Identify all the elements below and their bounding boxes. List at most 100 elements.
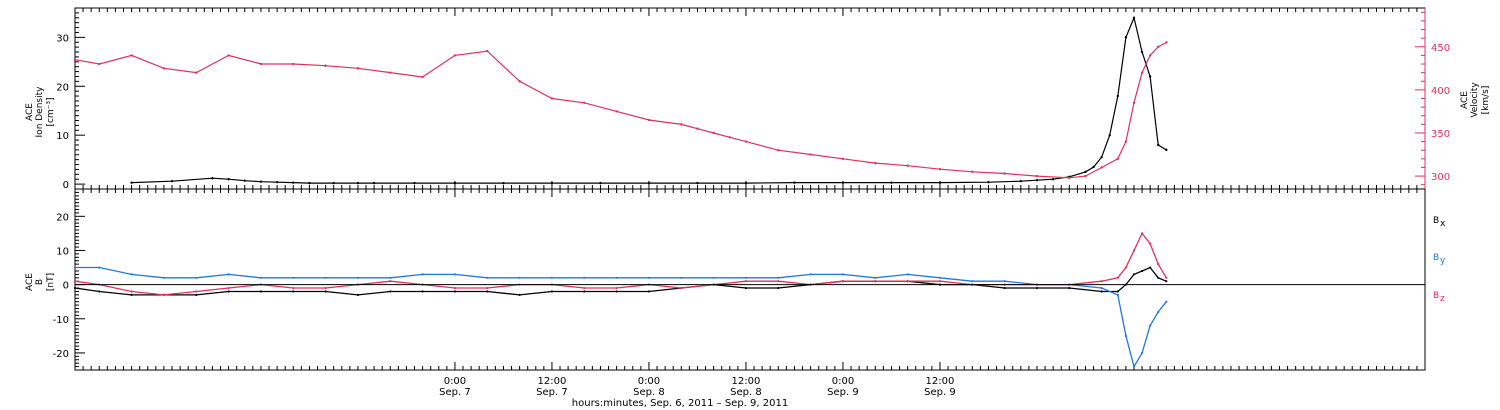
x-tick-date-label: Sep. 7 <box>536 387 568 398</box>
legend-bx-label: B <box>1433 216 1439 226</box>
bz-point <box>906 280 909 283</box>
velocity-point <box>1003 172 1006 175</box>
by-point <box>1116 293 1119 296</box>
top-right-tick-label: 300 <box>1431 172 1450 183</box>
bx-point <box>98 290 101 293</box>
velocity-point <box>130 54 133 57</box>
bx-point <box>130 293 133 296</box>
x-tick-time-label: 12:00 <box>538 376 567 387</box>
velocity-point <box>938 167 942 171</box>
bx-point <box>744 286 748 290</box>
bx-point <box>421 290 424 293</box>
x-axis-title: hours:minutes, Sep. 6, 2011 – Sep. 9, 20… <box>572 398 788 409</box>
bottom-axis-label-2: B <box>35 279 45 285</box>
velocity-point <box>389 71 392 74</box>
ion-density-point <box>1084 170 1087 174</box>
by-point <box>550 276 554 279</box>
bx-point <box>1100 290 1103 293</box>
ion-density-point <box>453 181 457 185</box>
ion-density-point <box>227 178 230 181</box>
bz-point <box>292 286 295 290</box>
by-series-line <box>75 266 1167 369</box>
bx-point <box>227 290 230 293</box>
bz-point <box>227 286 230 290</box>
bx-point <box>1116 290 1119 293</box>
top-right-axis-label-1: ACE <box>1460 91 1470 109</box>
velocity-point <box>1084 174 1087 178</box>
ion-density-point <box>841 181 845 184</box>
bz-point <box>195 290 198 293</box>
bz-point <box>777 280 780 283</box>
bz-point <box>874 280 877 283</box>
velocity-point <box>1116 157 1120 161</box>
by-point <box>1165 300 1168 303</box>
top-left-tick-label: 30 <box>56 33 69 44</box>
bottom-tick-label: 20 <box>56 212 69 223</box>
velocity-point <box>1124 140 1128 143</box>
bottom-axis-label-3: [nT] <box>46 273 56 291</box>
top-right-axis-label-3: [km/s] <box>1481 86 1491 115</box>
velocity-point <box>453 54 457 57</box>
velocity-point <box>259 62 263 66</box>
velocity-point <box>324 64 327 67</box>
velocity-point <box>1132 101 1136 105</box>
x-tick-date-label: Sep. 8 <box>633 387 665 398</box>
ion-density-point <box>259 180 263 183</box>
legend-by: B y <box>1433 253 1446 266</box>
ion-density-point <box>647 181 651 185</box>
bz-point <box>1140 232 1144 235</box>
ion-density-point <box>1019 179 1023 183</box>
bz-point <box>615 286 618 290</box>
top-right-tick-label: 350 <box>1431 129 1450 140</box>
by-point <box>486 276 489 279</box>
x-tick-date-label: Sep. 8 <box>730 387 762 398</box>
ion-density-point <box>372 181 376 185</box>
bottom-tick-label: 10 <box>56 246 69 257</box>
bx-point <box>1140 269 1144 273</box>
top-right-axis-label-2: Velocity <box>1470 82 1480 118</box>
bx-point <box>583 290 586 293</box>
ion-density-point <box>413 181 416 185</box>
bx-point <box>615 290 618 293</box>
ion-density-point <box>332 181 335 185</box>
ion-density-point <box>938 181 942 184</box>
velocity-point <box>486 49 489 53</box>
bx-point <box>1003 286 1006 290</box>
by-point <box>421 273 424 276</box>
by-point <box>356 276 360 279</box>
bz-point <box>130 290 133 293</box>
by-point <box>1140 351 1144 355</box>
bz-point <box>1157 263 1160 266</box>
bx-point <box>73 286 77 290</box>
velocity-point <box>744 140 748 143</box>
velocity-point <box>647 118 651 122</box>
top-left-axis-label-2: Ion Density <box>35 86 45 138</box>
ion-density-point <box>1092 165 1095 169</box>
by-point <box>518 276 521 279</box>
bx-point <box>647 290 651 293</box>
ion-density-point <box>1165 148 1168 152</box>
velocity-point <box>680 123 683 126</box>
legend-bx-sub: x <box>1440 219 1446 229</box>
bz-point <box>680 286 683 290</box>
by-point <box>227 273 230 276</box>
velocity-point <box>518 80 521 83</box>
ion-density-point <box>1116 94 1120 98</box>
ion-density-point <box>356 181 360 185</box>
bx-point <box>486 290 489 293</box>
velocity-point <box>583 101 586 105</box>
velocity-point <box>1148 54 1152 57</box>
velocity-point <box>227 54 230 57</box>
bx-point <box>389 290 392 293</box>
legend-bz-sub: z <box>1440 294 1445 304</box>
by-point <box>777 276 780 279</box>
bx-point <box>292 290 295 293</box>
velocity-point <box>195 71 198 74</box>
ion-density-point <box>170 179 174 183</box>
by-point <box>583 276 586 279</box>
bx-point <box>195 293 198 296</box>
bz-point <box>324 286 327 290</box>
top-left-axis-label-1: ACE <box>25 103 35 121</box>
bottom-panel-series <box>73 232 1168 369</box>
bz-point <box>1149 242 1152 245</box>
